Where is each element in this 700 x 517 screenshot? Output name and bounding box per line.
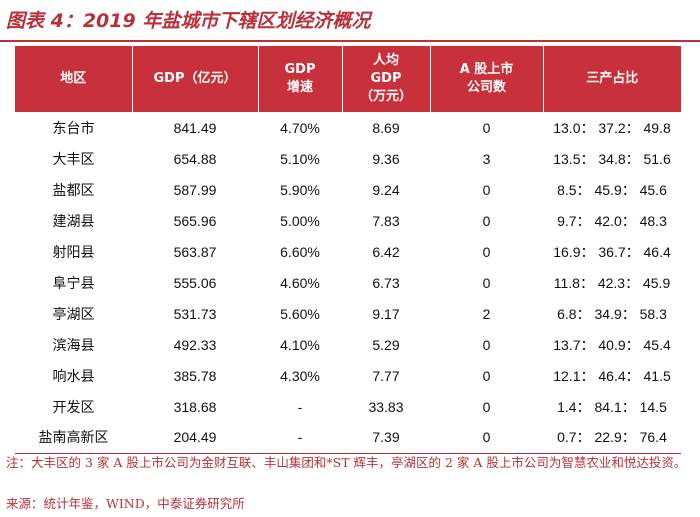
cell-region: 阜宁县 [52,275,95,292]
cell-gdp: 204.49 [132,422,258,454]
table-note: 注：大丰区的 3 家 A 股上市公司为金财互联、丰山集团和*ST 辉丰，亭湖区的… [6,455,687,470]
header-gdp-per-capita: 人均 GDP （万元） [342,46,431,112]
cell-gdp-growth: 4.70% [280,119,320,136]
cell-gdp-per-capita: 6.73 [372,274,400,291]
cell-region: 响水县 [52,368,95,385]
cell-gdp-growth: - [297,398,303,415]
cell-gdp-per-capita: 8.69 [372,119,400,136]
cell-listed-companies: 0 [482,274,491,291]
cell-gdp-growth: - [258,422,342,454]
cell-gdp: 531.73 [173,305,217,322]
cell-region: 东台市 [52,120,95,137]
cell-listed-companies: 0 [482,398,491,415]
table-row: 建湖县 565.96 5.00% 7.83 0 9.7： 42.0： 48.3 [15,205,681,236]
cell-gdp-growth: 4.60% [280,274,320,291]
cell-industry-ratio: 12.1： 46.4： 41.5 [553,367,671,384]
header-gdp-growth: GDP 增速 [258,46,343,112]
economy-table: 地区 GDP（亿元） GDP 增速 人均 GDP （万元） A 股上市 公司数 … [15,46,681,454]
cell-listed-companies: 0 [482,367,491,384]
cell-gdp-per-capita: 7.39 [342,422,430,454]
cell-listed-companies: 0 [482,212,491,229]
cell-gdp-per-capita: 9.36 [372,150,400,167]
cell-gdp-per-capita: 33.83 [368,398,404,415]
cell-gdp: 654.88 [173,150,217,167]
table-row: 射阳县 563.87 6.60% 6.42 0 16.9： 36.7： 46.4 [15,236,681,267]
cell-gdp-growth: 5.10% [280,150,320,167]
cell-industry-ratio: 13.0： 37.2： 49.8 [553,119,671,136]
cell-region: 射阳县 [52,244,95,261]
cell-listed-companies: 0 [482,181,491,198]
cell-industry-ratio: 9.7： 42.0： 48.3 [557,212,667,229]
table-row: 盐南高新区 204.49-7.39 0 0.7： 22.9： 76.4 [15,422,681,454]
header-region: 地区 [15,46,133,112]
table-row: 滨海县 492.33 4.10% 5.29 0 13.7： 40.9： 45.4 [15,329,681,360]
cell-listed-companies: 0 [482,336,491,353]
table-row: 大丰区 654.88 5.10% 9.36 3 13.5： 34.8： 51.6 [15,143,681,174]
cell-gdp-per-capita: 9.17 [372,305,400,322]
cell-industry-ratio: 13.7： 40.9： 45.4 [553,336,671,353]
cell-gdp-growth: 5.90% [280,181,320,198]
table-source: 来源：统计年鉴，WIND，中泰证券研究所 [6,496,245,511]
cell-industry-ratio: 0.7： 22.9： 76.4 [543,422,681,454]
cell-region: 盐南高新区 [15,422,132,454]
cell-gdp-per-capita: 7.83 [372,212,400,229]
cell-gdp-growth: 6.60% [280,243,320,260]
cell-gdp-growth: 4.30% [280,367,320,384]
table-row: 亭湖区 531.73 5.60% 9.17 2 6.8： 34.9： 58.3 [15,298,681,329]
table-row: 响水县 385.78 4.30% 7.77 0 12.1： 46.4： 41.5 [15,360,681,391]
cell-industry-ratio: 1.4： 84.1： 14.5 [557,398,667,415]
cell-gdp: 555.06 [173,274,217,291]
cell-industry-ratio: 6.8： 34.9： 58.3 [557,305,667,322]
cell-region: 大丰区 [52,151,95,168]
cell-listed-companies: 3 [482,150,491,167]
header-gdp: GDP（亿元） [132,46,259,112]
title-divider [0,40,700,42]
table-row: 盐都区 587.99 5.90% 9.24 0 8.5： 45.9： 45.6 [15,174,681,205]
cell-listed-companies: 0 [482,119,491,136]
cell-gdp: 587.99 [173,181,217,198]
cell-gdp: 841.49 [173,119,217,136]
cell-industry-ratio: 11.8： 42.3： 45.9 [553,274,671,291]
cell-gdp: 565.96 [173,212,217,229]
cell-gdp: 563.87 [173,243,217,260]
cell-gdp-per-capita: 7.77 [372,367,400,384]
cell-gdp-per-capita: 9.24 [372,181,400,198]
cell-region: 亭湖区 [52,306,95,323]
header-industry-ratio: 三产占比 [543,46,681,112]
cell-region: 开发区 [52,399,95,416]
table-row: 开发区 318.68 - 33.83 0 1.4： 84.1： 14.5 [15,391,681,422]
table-row: 东台市 841.49 4.70% 8.69 0 13.0： 37.2： 49.8 [15,112,681,143]
cell-region: 滨海县 [52,337,95,354]
cell-industry-ratio: 8.5： 45.9： 45.6 [557,181,667,198]
table-row: 阜宁县 555.06 4.60% 6.73 0 11.8： 42.3： 45.9 [15,267,681,298]
table-header-row: 地区 GDP（亿元） GDP 增速 人均 GDP （万元） A 股上市 公司数 … [15,46,681,112]
figure-title: 图表 4：2019 年盐城市下辖区划经济概况 [6,10,371,32]
cell-gdp-per-capita: 5.29 [372,336,400,353]
cell-gdp: 318.68 [173,398,217,415]
cell-region: 建湖县 [52,213,95,230]
cell-gdp: 385.78 [173,367,217,384]
cell-gdp-per-capita: 6.42 [372,243,400,260]
cell-region: 盐都区 [52,182,95,199]
cell-gdp-growth: 5.00% [280,212,320,229]
cell-industry-ratio: 16.9： 36.7： 46.4 [553,243,671,260]
cell-industry-ratio: 13.5： 34.8： 51.6 [553,150,671,167]
header-listed-companies: A 股上市 公司数 [430,46,544,112]
cell-listed-companies: 0 [482,243,491,260]
cell-gdp-growth: 5.60% [280,305,320,322]
cell-gdp-growth: 4.10% [280,336,320,353]
cell-listed-companies: 2 [482,305,491,322]
cell-gdp: 492.33 [173,336,217,353]
cell-listed-companies: 0 [430,422,543,454]
